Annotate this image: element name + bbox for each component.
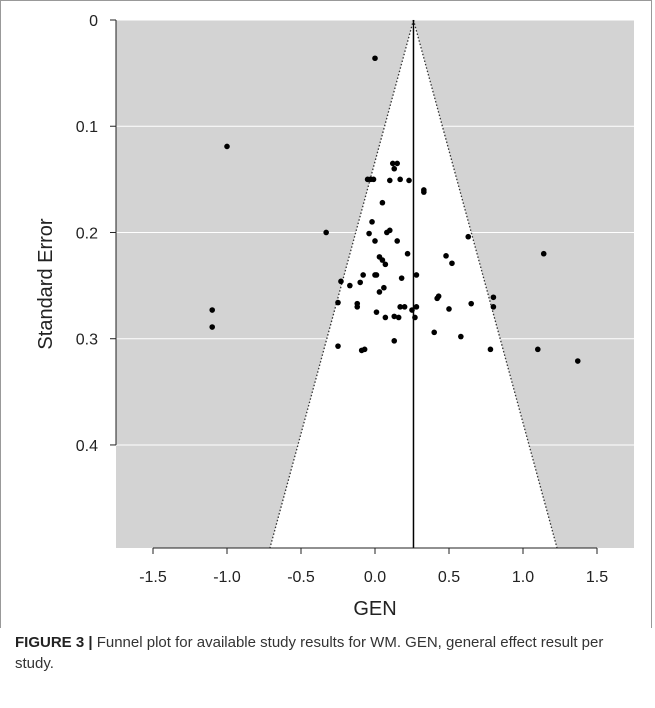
data-point [209,324,215,330]
data-point [391,338,398,344]
x-tick-label: -1.0 [213,569,241,586]
data-point [443,253,449,259]
data-point [335,299,341,306]
data-point [412,314,418,321]
data-point [404,250,411,257]
y-axis-label: Standard Error [35,218,57,350]
data-point [431,329,438,336]
y-tick-label: 0.1 [76,119,98,136]
data-point [397,304,403,310]
x-tick-label: 1.5 [586,569,608,586]
data-point [446,306,452,312]
data-point [338,278,344,285]
y-tick-label: 0 [89,13,98,30]
data-point [391,313,398,320]
data-point [449,260,455,267]
data-point [401,304,408,310]
x-axis: -1.5 -1.0 -0.5 0.0 0.5 1.0 1.5 [139,547,608,586]
data-point [379,257,386,263]
data-point [379,199,386,206]
x-tick-label: 1.0 [512,569,534,586]
x-tick-label: 0.5 [438,569,460,586]
data-point [387,177,393,184]
data-point [458,333,464,340]
data-point [373,309,380,315]
data-point [398,275,405,281]
x-tick-label: -0.5 [287,569,315,586]
funnel-right-boundary [412,19,558,549]
x-tick-label: 0.0 [364,569,386,586]
data-point [394,238,401,244]
data-point [373,272,380,278]
data-point [370,176,377,183]
data-point [209,307,215,313]
data-point [535,346,541,353]
data-point [395,314,402,321]
figure-caption: FIGURE 3 | Funnel plot for available stu… [15,632,645,674]
x-axis-label: GEN [353,598,396,620]
y-tick-label: 0.2 [76,225,98,242]
study-points [209,55,581,364]
x-tick-label: -1.5 [139,569,167,586]
data-point [540,250,547,257]
data-point [465,233,472,240]
data-point [468,300,475,307]
y-tick-label: 0.4 [76,438,98,455]
data-point [376,289,383,295]
data-point [490,304,497,310]
y-tick-label: 0.3 [76,332,98,349]
data-point [391,165,398,172]
data-point [435,293,442,300]
data-point [413,304,420,310]
data-point [490,294,497,301]
y-axis: 0 0.1 0.2 0.3 0.4 [76,13,117,455]
data-point [389,160,396,167]
funnel-plot: -1.5 -1.0 -0.5 0.0 0.5 1.0 1.5 0 0.1 0.2 0.3 0.4 G… [0,0,652,628]
figure-label: FIGURE 3 | [15,634,93,651]
data-point [335,343,341,349]
data-point [387,227,393,234]
data-point [323,229,329,236]
data-point [357,279,364,286]
data-point [372,55,378,62]
data-point [574,358,581,364]
data-point [366,230,372,237]
data-point [382,261,389,268]
data-point [372,238,378,244]
data-point [394,160,401,167]
data-point [358,347,365,354]
data-point [381,284,387,291]
data-point [397,176,403,183]
data-point [413,272,420,278]
data-point [406,177,412,184]
figure-caption-text: Funnel plot for available study results … [15,634,604,672]
data-point [224,143,230,150]
data-point [409,307,415,313]
data-point [487,346,494,353]
data-point [360,272,366,278]
data-point [354,304,361,310]
data-point [369,219,375,225]
data-point [347,282,353,289]
data-point [421,189,427,195]
data-point [382,314,389,321]
